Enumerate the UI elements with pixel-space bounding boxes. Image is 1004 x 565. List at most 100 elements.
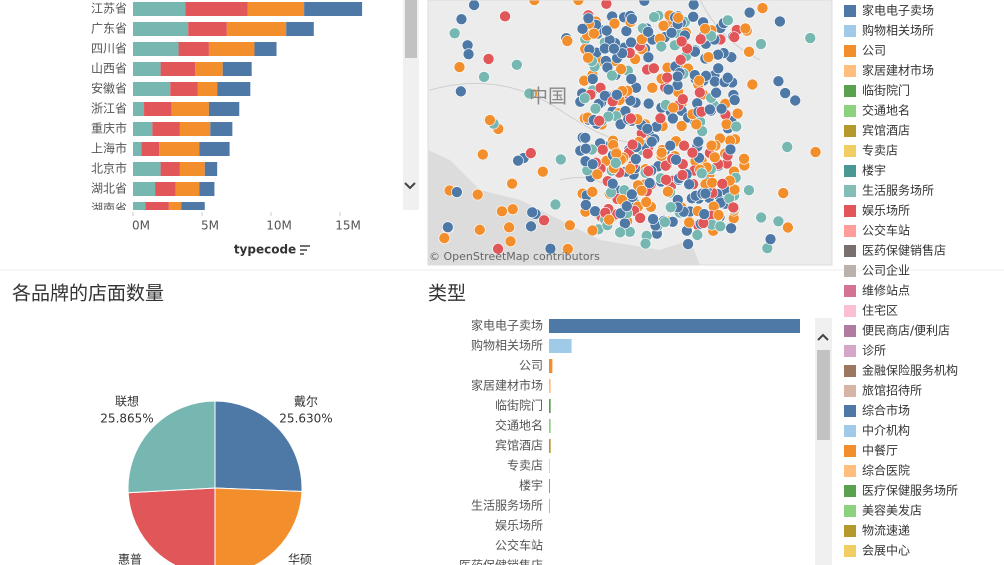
legend-swatch	[844, 205, 856, 217]
map-point	[578, 92, 591, 105]
map-point	[721, 71, 734, 84]
bar-segment	[171, 102, 209, 116]
map-point	[677, 93, 689, 105]
map-point	[781, 141, 794, 153]
map-point	[642, 97, 655, 110]
map-label: 中国	[529, 86, 567, 108]
legend-label: 综合市场	[862, 403, 910, 418]
bar	[549, 479, 550, 493]
legend-swatch	[844, 385, 856, 397]
x-tick-label: 10M	[266, 219, 292, 233]
bar-segment	[178, 42, 209, 56]
y-tick-label: 重庆市	[91, 121, 127, 136]
map-point	[675, 120, 688, 132]
map-point	[809, 146, 822, 158]
bar-segment	[159, 142, 200, 156]
map-point	[702, 51, 715, 63]
slice-label: 联想	[115, 394, 139, 409]
map-point	[670, 153, 682, 166]
bar-segment	[141, 142, 160, 156]
legend-swatch	[844, 165, 856, 177]
bar-segment	[179, 162, 205, 176]
map-point	[615, 63, 627, 75]
map-point	[549, 198, 562, 211]
legend-swatch	[844, 345, 856, 357]
map-point	[698, 208, 711, 220]
map-point	[643, 177, 656, 189]
map-point	[442, 221, 454, 234]
bar	[549, 359, 553, 373]
y-tick-label: 山西省	[91, 62, 127, 76]
slice-label: 惠普	[118, 553, 142, 565]
scroll-arrow[interactable]	[404, 182, 416, 190]
legend-swatch	[844, 145, 856, 157]
map-point	[580, 199, 592, 211]
map-point	[715, 102, 728, 115]
legend-swatch	[844, 545, 856, 557]
map-point	[687, 0, 700, 11]
map-point	[525, 220, 537, 233]
map-point	[675, 35, 688, 48]
scroll-thumb[interactable]	[405, 0, 417, 58]
map-point	[476, 148, 489, 161]
bar-segment	[286, 22, 314, 36]
legend-label: 交通地名	[862, 103, 910, 118]
map-point	[756, 2, 769, 14]
map-point	[731, 107, 744, 120]
map-point	[608, 42, 620, 55]
bar-segment	[210, 122, 233, 136]
bar-segment	[145, 202, 169, 210]
bar-segment	[222, 62, 252, 76]
map-point	[538, 214, 550, 227]
legend-label: 美容美发店	[862, 503, 922, 518]
map[interactable]	[428, 0, 832, 265]
map-point	[661, 71, 673, 84]
map-point	[580, 142, 592, 155]
bar-segment	[247, 2, 305, 16]
map-point	[772, 215, 785, 228]
legend-swatch	[844, 405, 856, 417]
map-point	[674, 54, 687, 66]
sort-icon[interactable]	[300, 245, 310, 255]
map-point	[678, 139, 690, 152]
pie-slice	[127, 487, 216, 565]
legend-label: 综合医院	[862, 463, 910, 478]
map-point	[600, 0, 613, 10]
bar-segment	[185, 2, 248, 16]
y-tick-label: 上海市	[91, 141, 127, 156]
map-point	[640, 196, 653, 208]
map-point	[662, 83, 675, 96]
y-tick-label: 四川省	[91, 42, 127, 56]
y-tick-label: 江苏省	[91, 2, 127, 16]
scroll-thumb[interactable]	[817, 350, 830, 440]
y-tick-label: 临街院门	[495, 398, 543, 413]
legend-swatch	[844, 325, 856, 337]
value-label: 25.865%	[100, 412, 153, 426]
legend-swatch	[844, 125, 856, 137]
map-point	[657, 19, 670, 32]
map-point	[710, 86, 722, 99]
bar-segment	[170, 82, 198, 96]
legend-swatch	[844, 105, 856, 117]
map-point	[482, 53, 495, 65]
map-point	[727, 201, 740, 214]
legend-label: 公司	[862, 44, 886, 58]
map-point	[789, 94, 802, 107]
map-point	[626, 13, 638, 25]
map-point	[600, 24, 613, 37]
map-point	[772, 75, 785, 88]
scroll-arrow[interactable]	[817, 333, 829, 341]
map-point	[722, 14, 734, 27]
bar-segment	[133, 182, 156, 196]
map-point	[716, 177, 729, 190]
map-point	[642, 51, 655, 64]
bar-segment	[304, 2, 363, 16]
bar	[549, 319, 800, 333]
legend-label: 家居建材市场	[862, 63, 934, 78]
map-point	[625, 36, 637, 49]
map-point	[609, 157, 622, 169]
map-point	[544, 242, 557, 255]
bar	[549, 459, 550, 473]
map-point	[576, 23, 589, 35]
map-point	[582, 12, 595, 25]
